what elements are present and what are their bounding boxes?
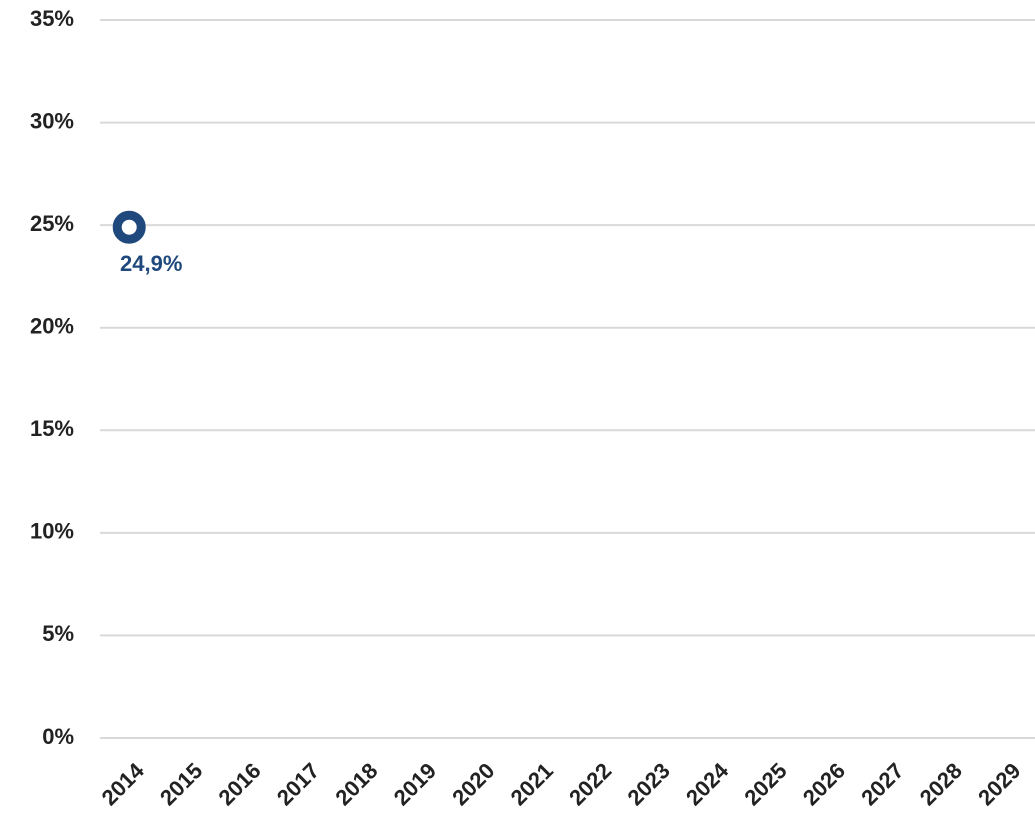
marker — [112, 210, 146, 244]
x-tick-label: 2029 — [973, 758, 1025, 810]
y-tick-label: 10% — [30, 519, 74, 544]
y-tick-label: 15% — [30, 416, 74, 441]
data-label: 24,9% — [120, 251, 182, 276]
x-tick-label: 2024 — [681, 757, 734, 810]
y-tick-label: 5% — [42, 621, 74, 646]
x-tick-label: 2016 — [213, 758, 265, 810]
x-tick-label: 2023 — [623, 758, 675, 810]
x-tick-label: 2020 — [447, 758, 499, 810]
x-tick-label: 2027 — [856, 758, 908, 810]
x-tick-label: 2025 — [739, 758, 791, 810]
x-tick-label: 2017 — [272, 758, 324, 810]
y-tick-label: 35% — [30, 6, 74, 31]
x-tick-label: 2026 — [798, 758, 850, 810]
x-tick-label: 2014 — [97, 757, 150, 810]
x-tick-label: 2018 — [330, 758, 382, 810]
x-tick-label: 2021 — [506, 758, 558, 810]
x-tick-label: 2022 — [564, 758, 616, 810]
x-tick-label: 2028 — [915, 758, 967, 810]
y-tick-label: 0% — [42, 724, 74, 749]
y-tick-label: 20% — [30, 314, 74, 339]
x-tick-label: 2015 — [155, 758, 207, 810]
y-tick-label: 25% — [30, 211, 74, 236]
y-tick-label: 30% — [30, 108, 74, 133]
x-tick-label: 2019 — [389, 758, 441, 810]
